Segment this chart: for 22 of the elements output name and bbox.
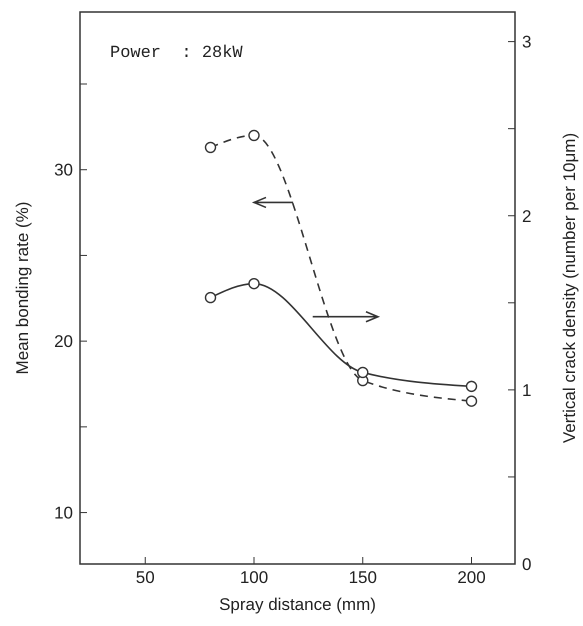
y-tick-label: 10	[54, 504, 73, 523]
point	[357, 366, 368, 378]
point	[466, 380, 478, 392]
y2-axis-title: Vertical crack density (number per 10μm)	[560, 132, 580, 444]
x-tick-label: 100	[240, 568, 268, 588]
y2-tick-label: 0	[522, 555, 532, 574]
point	[204, 292, 216, 304]
x-tick-label: 50	[136, 568, 155, 588]
x-tick-label: 200	[457, 568, 486, 588]
y-tick-label: 30	[54, 160, 73, 180]
point	[248, 278, 260, 290]
y-axis-title: Mean bonding rate (%)	[13, 202, 32, 374]
y2-tick-label: 1	[522, 380, 532, 400]
point	[248, 130, 260, 142]
x-axis-title: Spray distance (mm)	[219, 595, 376, 614]
point	[466, 395, 478, 407]
point	[204, 142, 216, 154]
x-tick-label: 150	[348, 568, 377, 588]
y-tick-label: 20	[54, 332, 73, 352]
y2-tick-label: 2	[522, 206, 532, 226]
annotation: Power : 28kW	[110, 44, 244, 63]
y2-tick-label: 3	[522, 32, 532, 52]
